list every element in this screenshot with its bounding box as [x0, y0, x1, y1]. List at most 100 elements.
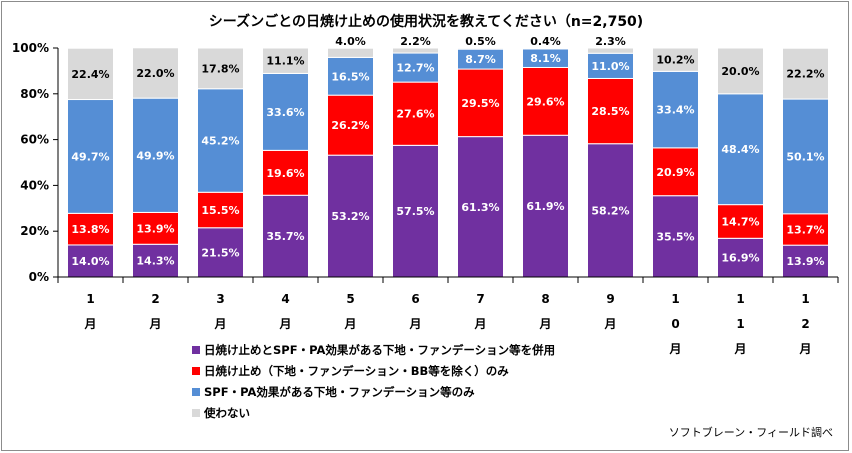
x-tick-label: 月: [603, 317, 616, 331]
bar-segment: [652, 47, 699, 72]
y-axis: 0% 20% 40% 60% 80% 100%: [12, 41, 59, 284]
data-label: 8.1%: [530, 52, 561, 65]
data-label: 14.7%: [721, 215, 759, 228]
bar-segment: [392, 52, 439, 83]
bar-segment: [457, 68, 504, 138]
x-tick-label: 8: [541, 292, 549, 306]
bar-segment: [197, 191, 244, 229]
bar-segment: [132, 97, 179, 213]
x-tick-label: 2: [801, 317, 809, 331]
data-label: 11.0%: [591, 60, 629, 73]
bar-segment: [652, 70, 699, 149]
bar-segment: [652, 147, 699, 197]
x-tick-label: 月: [408, 317, 421, 331]
bar-segment: [522, 47, 569, 50]
x-tick-label: 月: [733, 342, 746, 356]
x-tick-label: 月: [213, 317, 226, 331]
legend-label: 使わない: [203, 406, 250, 420]
bar-segment: [262, 47, 309, 74]
data-label: 20.9%: [656, 166, 694, 179]
x-tick-label: 1: [671, 292, 679, 306]
x-tick-label: 月: [668, 342, 681, 356]
bar-segment: [67, 47, 114, 101]
data-label: 13.8%: [71, 223, 109, 236]
x-tick-label: 月: [278, 317, 291, 331]
y-tick-label: 60%: [20, 133, 49, 147]
bar-segment: [392, 81, 439, 146]
source-note: ソフトブレーン・フィールド調べ: [669, 425, 833, 439]
data-label: 16.5%: [331, 70, 369, 83]
bar-segment: [197, 227, 244, 278]
data-label: 45.2%: [201, 135, 239, 148]
bar-segment: [262, 194, 309, 278]
bar-segment: [717, 47, 764, 95]
data-label: 16.9%: [721, 252, 759, 265]
chart-title: シーズンごとの日焼け止めの使用状況を教えてください（n=2,750): [209, 13, 643, 30]
data-label: 53.2%: [331, 210, 369, 223]
data-label: 33.4%: [656, 104, 694, 117]
legend-label: 日焼け止め（下地・ファンデーション・BB等を除く）のみ: [204, 364, 509, 378]
bar-segment: [327, 47, 374, 58]
data-label: 17.8%: [201, 62, 239, 75]
data-label: 26.2%: [331, 119, 369, 132]
data-label: 21.5%: [201, 246, 239, 259]
data-label: 22.0%: [136, 67, 174, 80]
data-label: 48.4%: [721, 143, 759, 156]
bar-segment: [262, 72, 309, 151]
data-label: 13.7%: [786, 223, 824, 236]
data-label: 27.6%: [396, 108, 434, 121]
x-tick-label: 6: [411, 292, 419, 306]
bars: [67, 47, 829, 278]
bar-segment: [327, 154, 374, 278]
bar-segment: [197, 47, 244, 90]
bar-segment: [782, 213, 829, 246]
x-tick-label: 4: [281, 292, 289, 306]
x-tick-label: 月: [343, 317, 356, 331]
bar-segment: [522, 66, 569, 136]
bar-segment: [197, 88, 244, 193]
bar-segment: [782, 98, 829, 215]
bar-segment: [457, 47, 504, 50]
bar-segment: [262, 149, 309, 196]
y-tick-label: 20%: [20, 224, 49, 238]
data-label: 11.1%: [266, 55, 304, 68]
bar-segment: [327, 56, 374, 96]
bar-segment: [67, 212, 114, 246]
x-tick-label: 月: [83, 317, 96, 331]
x-tick-label: 月: [473, 317, 486, 331]
data-label: 49.7%: [71, 150, 109, 163]
data-label: 10.2%: [656, 54, 694, 67]
y-tick-label: 0%: [29, 270, 49, 284]
x-axis: 1 月 2 月 3 月 4 月 5 月 6 月 7 月 8 月 9 月 1 0 月 1 1 月 1 2 月: [57, 276, 839, 356]
x-tick-label: 3: [216, 292, 224, 306]
x-tick-label: 0: [671, 317, 679, 331]
data-label: 13.9%: [136, 222, 174, 235]
y-tick-label: 80%: [20, 87, 49, 101]
legend-label: SPF・PA効果がある下地・ファンデーション等のみ: [204, 385, 475, 399]
data-label: 8.7%: [465, 53, 496, 66]
data-label: 61.9%: [526, 200, 564, 213]
bar-segment: [67, 244, 114, 278]
legend-swatch: [192, 388, 200, 396]
data-label: 13.9%: [786, 255, 824, 268]
data-label: 4.0%: [335, 35, 366, 48]
bar-segment: [392, 47, 439, 54]
x-tick-label: 5: [346, 292, 354, 306]
legend-swatch: [192, 367, 200, 375]
data-label: 22.4%: [71, 68, 109, 81]
x-tick-label: 1: [736, 292, 744, 306]
data-label: 50.1%: [786, 150, 824, 163]
data-label: 20.0%: [721, 65, 759, 78]
bar-segment: [587, 77, 634, 145]
legend-label: 日焼け止めとSPF・PA効果がある下地・ファンデーション等を併用: [204, 343, 555, 357]
data-label: 14.3%: [136, 255, 174, 268]
x-tick-label: 9: [606, 292, 614, 306]
data-label: 33.6%: [266, 106, 304, 119]
data-label: 58.2%: [591, 204, 629, 217]
data-label: 35.7%: [266, 230, 304, 243]
x-tick-label: 1: [801, 292, 809, 306]
data-label: 28.5%: [591, 105, 629, 118]
x-tick-label: 1: [736, 317, 744, 331]
data-label: 12.7%: [396, 62, 434, 75]
data-label: 0.5%: [465, 35, 496, 48]
